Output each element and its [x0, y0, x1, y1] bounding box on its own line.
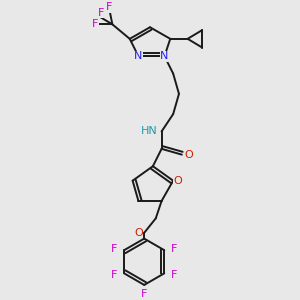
Text: F: F — [171, 270, 178, 280]
Text: HN: HN — [140, 127, 157, 136]
Text: F: F — [171, 244, 178, 254]
Text: O: O — [173, 176, 182, 186]
Text: F: F — [141, 289, 147, 298]
Text: F: F — [92, 19, 98, 29]
Text: O: O — [185, 150, 194, 160]
Text: F: F — [98, 8, 104, 18]
Text: F: F — [111, 244, 117, 254]
Text: O: O — [134, 228, 143, 238]
Text: F: F — [106, 2, 113, 12]
Text: F: F — [111, 270, 117, 280]
Text: N: N — [134, 51, 142, 61]
Text: N: N — [160, 51, 169, 61]
